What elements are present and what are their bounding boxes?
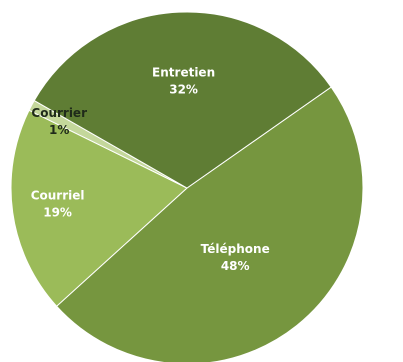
pie-label-value-telephone: 48% [221,259,250,273]
pie-slice-telephone [55,86,364,362]
pie-label-courrier: Courrier 1% [31,106,87,137]
pie-label-name-courriel: Courriel [31,189,85,203]
pie-labels: Téléphone 48% Courriel 19% Courrier 1% Entreti… [31,65,270,273]
pie-slices [10,11,364,362]
pie-label-telephone: Téléphone 48% [201,242,270,273]
pie-label-name-courrier: Courrier [31,106,87,120]
pie-label-value-courriel: 19% [43,206,72,220]
pie-label-entretien: Entretien 32% [152,65,215,96]
pie-slice-entretien [33,11,332,189]
pie-slice-courriel [10,109,188,307]
pie-label-name-telephone: Téléphone [201,242,270,256]
pie-label-value-entretien: 32% [169,82,198,96]
pie-label-value-courrier: 1% [49,123,69,137]
pie-label-name-entretien: Entretien [152,65,215,79]
pie-label-courriel: Courriel 19% [31,189,85,220]
